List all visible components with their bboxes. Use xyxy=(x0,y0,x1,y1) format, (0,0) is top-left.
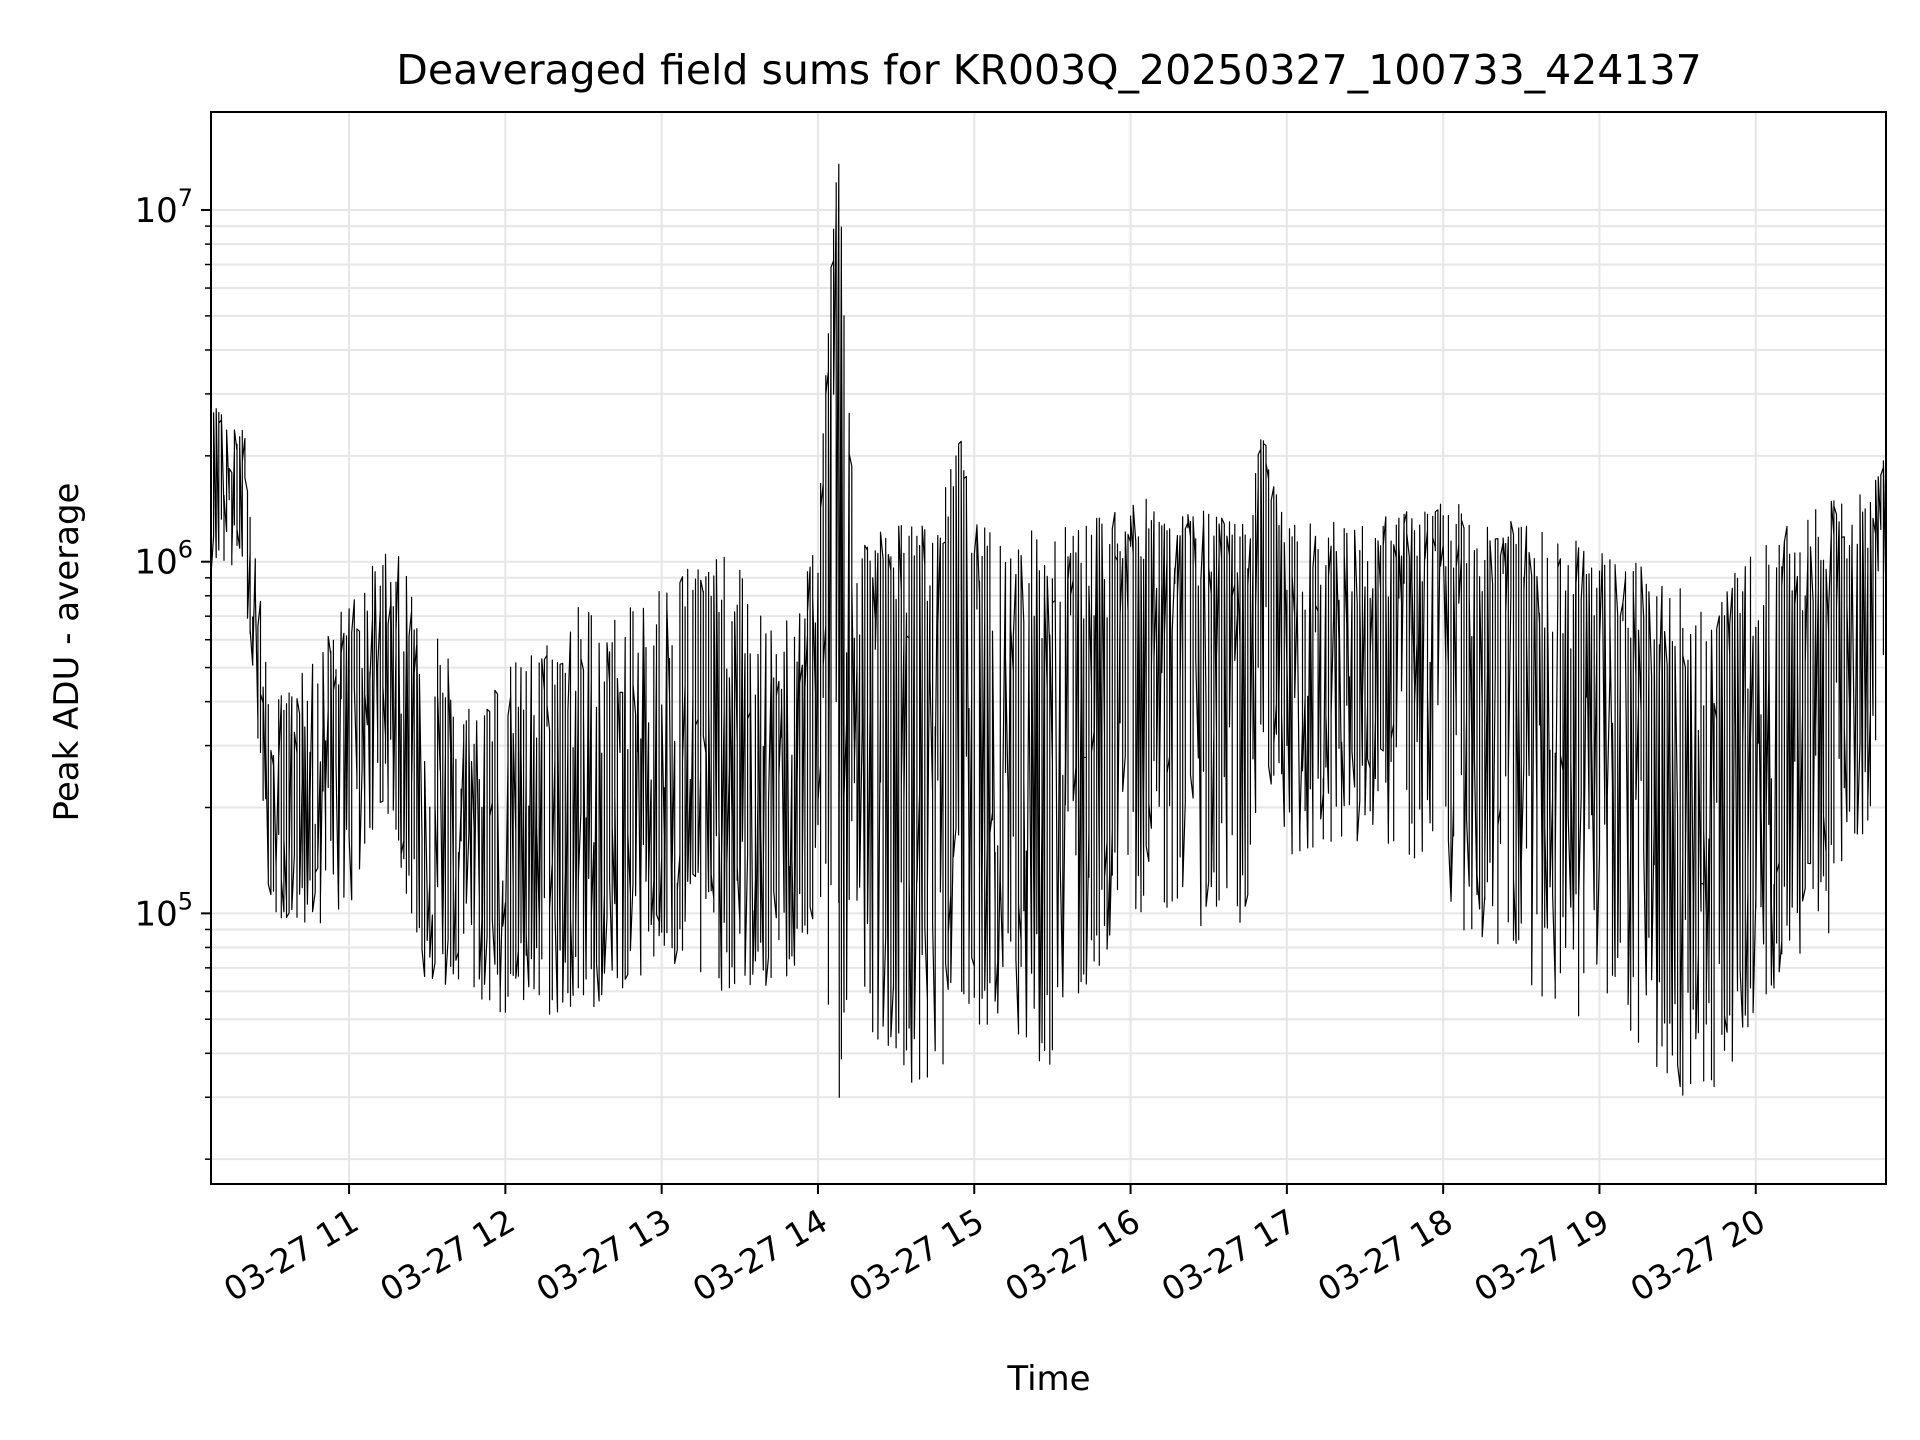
y-tick-label: 105 xyxy=(134,887,193,934)
x-tick-label: 03-27 12 xyxy=(373,1201,521,1309)
y-tick-label: 107 xyxy=(134,184,193,231)
x-tick-label: 03-27 18 xyxy=(1311,1201,1459,1309)
x-tick-label: 03-27 16 xyxy=(999,1201,1147,1309)
x-tick-label: 03-27 15 xyxy=(842,1201,990,1309)
chart-title: Deaveraged field sums for KR003Q_2025032… xyxy=(396,46,1701,94)
x-tick-label: 03-27 17 xyxy=(1155,1201,1303,1309)
x-tick-label: 03-27 19 xyxy=(1467,1201,1615,1309)
x-tick-label: 03-27 20 xyxy=(1624,1201,1772,1309)
x-tick-label: 03-27 13 xyxy=(530,1201,678,1309)
x-tick-label: 03-27 14 xyxy=(686,1201,834,1309)
series-layer xyxy=(210,163,1887,1098)
y-tick-label: 106 xyxy=(134,536,193,583)
axes-frame xyxy=(210,111,1887,1185)
y-axis-label: Peak ADU - average xyxy=(47,483,87,822)
x-axis-label: Time xyxy=(1006,1359,1090,1399)
series-line xyxy=(210,163,1887,1098)
x-tick-label: 03-27 11 xyxy=(217,1201,365,1309)
